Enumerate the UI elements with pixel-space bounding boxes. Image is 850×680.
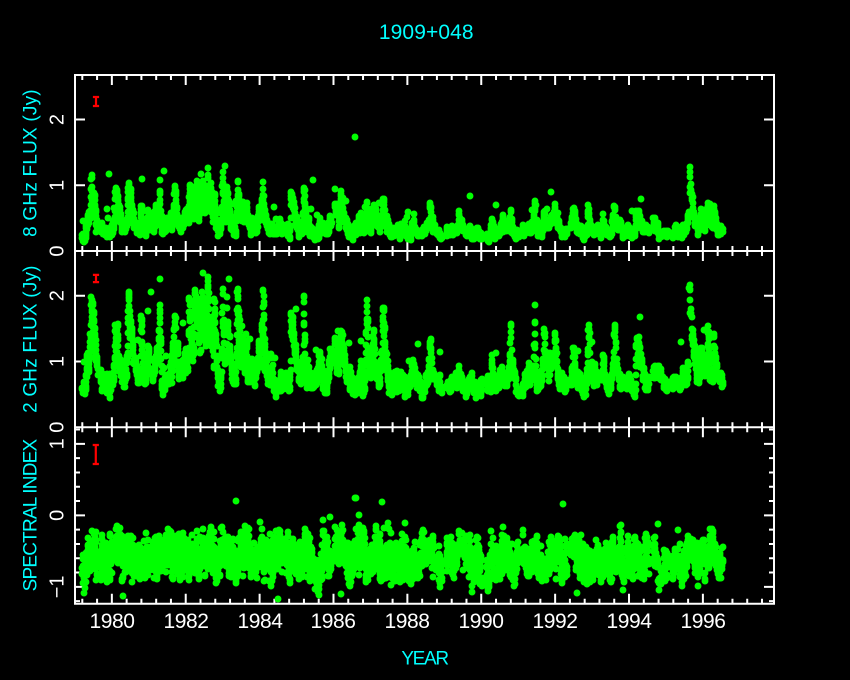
svg-text:0: 0	[47, 245, 69, 256]
svg-text:1990: 1990	[458, 610, 503, 633]
svg-text:YEAR: YEAR	[401, 649, 448, 670]
svg-text:1988: 1988	[384, 610, 429, 633]
svg-text:1909+048: 1909+048	[379, 21, 474, 44]
svg-text:1996: 1996	[680, 610, 725, 633]
svg-text:2 GHz FLUX (Jy): 2 GHz FLUX (Jy)	[21, 265, 42, 413]
svg-text:1982: 1982	[163, 610, 208, 633]
svg-text:0: 0	[47, 510, 69, 521]
svg-text:1980: 1980	[89, 610, 134, 633]
svg-text:1: 1	[47, 438, 69, 449]
svg-text:1994: 1994	[606, 610, 652, 633]
svg-text:2: 2	[47, 114, 69, 125]
svg-text:1992: 1992	[532, 610, 577, 633]
svg-text:1: 1	[47, 180, 69, 191]
svg-text:1: 1	[47, 356, 69, 367]
svg-text:1986: 1986	[310, 610, 355, 633]
svg-text:SPECTRAL INDEX: SPECTRAL INDEX	[21, 439, 42, 592]
svg-text:0: 0	[47, 422, 69, 433]
svg-text:−1: −1	[47, 575, 69, 598]
svg-text:1984: 1984	[237, 610, 283, 633]
svg-text:8 GHz FLUX (Jy): 8 GHz FLUX (Jy)	[21, 89, 42, 237]
svg-text:2: 2	[47, 290, 69, 301]
